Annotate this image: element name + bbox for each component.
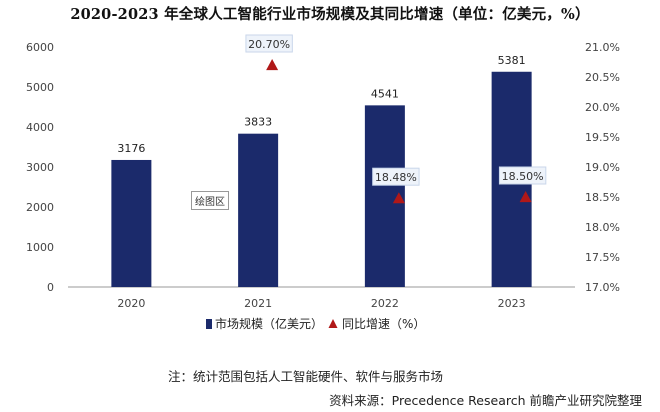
right-axis-tick-label: 19.5% [585,131,620,144]
growth-value-label: 18.50% [502,170,544,183]
bar-value-label: 3833 [244,116,272,129]
right-axis-tick-label: 17.5% [585,251,620,264]
growth-marker [392,192,405,204]
growth-label-box [372,167,420,186]
right-axis-tick-label: 18.0% [585,221,620,234]
bar-value-label: 5381 [498,54,526,67]
right-axis-tick-label: 18.5% [585,191,620,204]
bar [111,159,152,287]
right-axis-tick-label: 19.0% [585,161,620,174]
legend-label-growth: 同比增速（%） [342,317,425,331]
x-axis-tick-label: 2020 [117,297,145,310]
bar-value-label: 4541 [371,87,399,100]
legend-swatch-growth [328,319,338,328]
x-axis-tick-label: 2021 [244,297,272,310]
x-axis-tick-label: 2022 [371,297,399,310]
left-axis-tick-label: 1000 [26,241,54,254]
chart-title: 2020-2023 年全球人工智能行业市场规模及其同比增速（单位：亿美元，%） [70,6,590,23]
right-axis-tick-label: 17.0% [585,281,620,294]
growth-value-label: 18.48% [375,171,417,184]
left-axis-tick-label: 4000 [26,121,54,134]
growth-label-box [498,166,547,185]
growth-value-label: 20.70% [248,38,290,51]
chart-source: 资料来源：Precedence Research 前瞻产业研究院整理 [329,393,642,408]
right-axis-tick-label: 21.0% [585,41,620,54]
left-axis-tick-label: 5000 [26,81,54,94]
left-axis-tick-label: 6000 [26,41,54,54]
plot-area-label: 绘图区 [191,191,229,210]
x-axis-tick-label: 2023 [498,297,526,310]
left-axis-tick-label: 2000 [26,201,54,214]
left-axis-tick-label: 3000 [26,161,54,174]
legend-swatch-bar [206,319,212,329]
chart-note: 注：统计范围包括人工智能硬件、软件与服务市场 [168,369,444,384]
right-axis-tick-label: 20.5% [585,71,620,84]
left-axis-tick-label: 0 [47,281,54,294]
legend-label-market-size: 市场规模（亿美元） [215,316,323,331]
bar-value-label: 3176 [117,142,145,155]
growth-marker [266,59,279,71]
growth-label-box [245,34,293,53]
growth-marker [519,191,532,203]
right-axis-tick-label: 20.0% [585,101,620,114]
bar [238,133,279,287]
